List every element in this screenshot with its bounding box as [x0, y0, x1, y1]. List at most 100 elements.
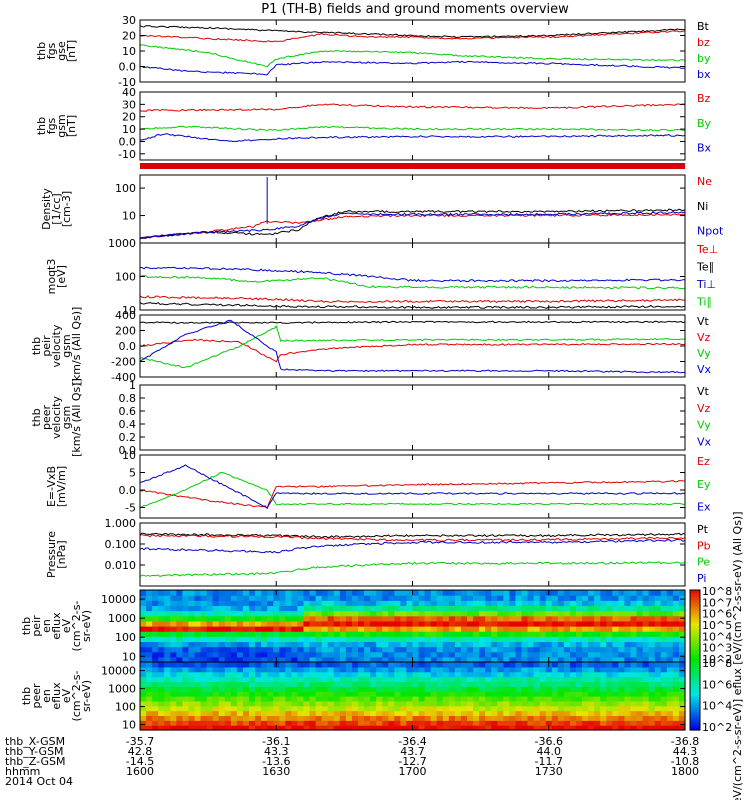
heatmap-cell [521, 676, 529, 683]
y-tick-label: 0.0 [119, 61, 137, 74]
heatmap-cell [176, 715, 183, 721]
legend-label-Ne: Ne [697, 175, 712, 188]
heatmap-cell [454, 590, 462, 596]
heatmap-cell [152, 610, 159, 617]
colorbar-cell [690, 655, 700, 659]
heatmap-cell [563, 651, 571, 658]
heatmap-cell [654, 626, 662, 632]
heatmap-cell [545, 691, 553, 697]
heatmap-cell [509, 605, 517, 612]
heatmap-cell [527, 686, 535, 692]
heatmap-cell [170, 715, 177, 721]
heatmap-cell [382, 626, 389, 632]
heatmap-cell [406, 720, 414, 726]
ephem-value: -36.4 [398, 735, 426, 748]
heatmap-cell [497, 631, 504, 637]
heatmap-cell [460, 671, 468, 678]
heatmap-cell [358, 696, 365, 702]
heatmap-cell [521, 620, 529, 627]
heatmap-cell [158, 631, 165, 637]
heatmap-cell [182, 715, 190, 721]
colorbar-cell [690, 690, 700, 694]
heatmap-cell [460, 595, 468, 601]
y-tick-label: 1.000 [105, 517, 137, 530]
heatmap-cell [660, 715, 668, 721]
heatmap-cell [249, 636, 256, 643]
heatmap-cell [527, 676, 535, 683]
heatmap-cell [140, 656, 147, 663]
heatmap-cell [394, 691, 401, 697]
colorbar-cell [690, 608, 700, 612]
heatmap-cell [291, 705, 299, 712]
heatmap-cell [539, 710, 547, 717]
heatmap-cell [146, 631, 153, 637]
heatmap-cell [382, 720, 389, 726]
heatmap-cell [624, 590, 632, 596]
heatmap-cell [576, 700, 583, 707]
heatmap-cell [557, 686, 565, 692]
heatmap-cell [612, 725, 619, 731]
heatmap-cell [666, 651, 674, 658]
series-line-bz [139, 30, 686, 43]
heatmap-cell [188, 600, 196, 607]
y-tick-label: 10 [122, 210, 136, 223]
heatmap-cell [230, 681, 238, 687]
heatmap-cell [515, 720, 523, 726]
heatmap-cell [545, 641, 553, 648]
heatmap-cell [557, 620, 565, 627]
heatmap-cell [218, 681, 226, 687]
heatmap-cell [255, 615, 262, 622]
heatmap-cell [539, 676, 547, 683]
heatmap-cell [285, 605, 292, 612]
heatmap-cell [291, 600, 299, 607]
heatmap-cell [291, 590, 299, 596]
heatmap-cell [267, 671, 274, 678]
heatmap-cell [394, 631, 401, 637]
heatmap-cell [249, 676, 256, 683]
heatmap-cell [230, 691, 238, 697]
heatmap-cell [527, 636, 535, 643]
colorbar-cell [690, 683, 700, 687]
heatmap-cell [376, 715, 383, 721]
heatmap-cell [503, 595, 510, 601]
heatmap-cell [448, 636, 456, 643]
heatmap-cell [515, 626, 523, 632]
heatmap-cell [630, 705, 638, 712]
heatmap-cell [176, 605, 183, 612]
heatmap-cell [285, 686, 292, 692]
heatmap-cell [672, 725, 680, 731]
heatmap-cell [594, 662, 601, 668]
heatmap-cell [660, 666, 668, 673]
heatmap-cell [521, 595, 529, 601]
heatmap-cell [176, 631, 183, 637]
heatmap-cell [454, 666, 462, 673]
heatmap-cell [376, 725, 383, 731]
heatmap-cell [612, 651, 619, 658]
heatmap-cell [630, 636, 638, 643]
colorbar-cell [690, 702, 700, 705]
heatmap-cell [400, 691, 408, 697]
colorbar-cell [690, 697, 700, 701]
heatmap-cell [376, 600, 383, 607]
heatmap-cell [152, 620, 159, 627]
heatmap-cell [563, 662, 571, 668]
heatmap-cell [606, 651, 613, 658]
heatmap-cell [376, 710, 383, 717]
heatmap-cell [309, 631, 317, 637]
heatmap-cell [448, 705, 456, 712]
heatmap-cell [303, 671, 311, 678]
heatmap-cell [430, 651, 438, 658]
heatmap-cell [218, 636, 226, 643]
heatmap-cell [539, 656, 547, 663]
legend-label-Pt: Pt [697, 523, 709, 536]
heatmap-cell [527, 715, 535, 721]
heatmap-cell [442, 705, 450, 712]
heatmap-cell [297, 710, 305, 717]
heatmap-cell [230, 631, 238, 637]
heatmap-cell [164, 641, 171, 648]
heatmap-cell [194, 620, 202, 627]
heatmap-cell [230, 662, 238, 668]
heatmap-cell [279, 600, 286, 607]
heatmap-cell [551, 686, 559, 692]
heatmap-cell [509, 710, 517, 717]
